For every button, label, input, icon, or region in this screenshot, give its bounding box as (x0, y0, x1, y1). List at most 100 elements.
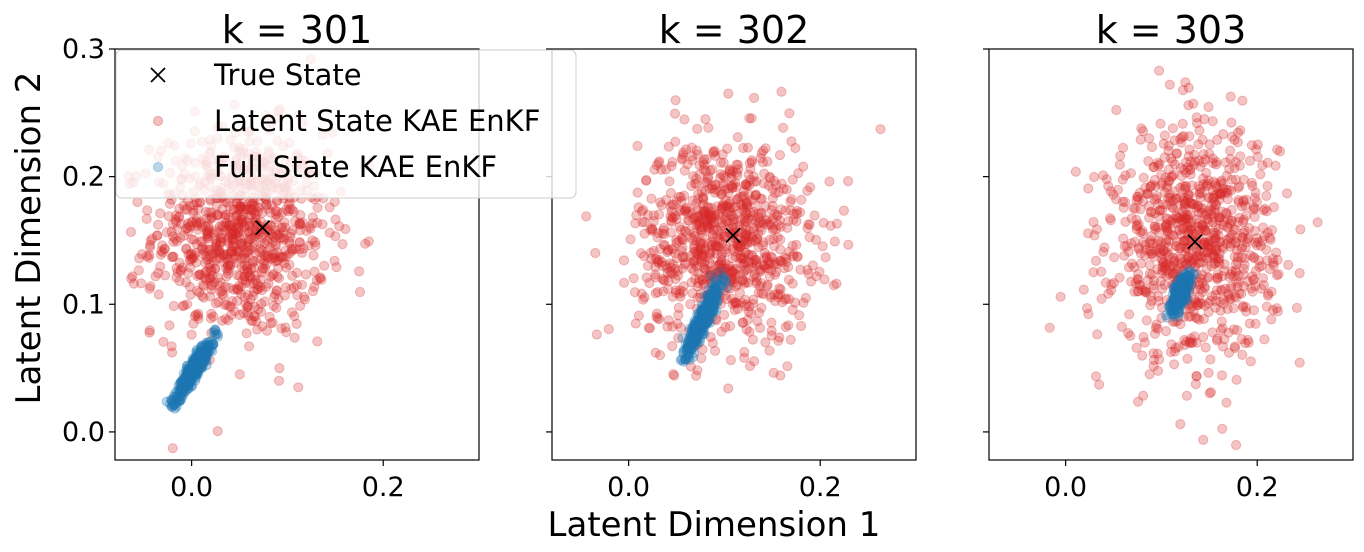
latent-state-point (668, 268, 679, 279)
latent-state-point (144, 283, 155, 294)
latent-state-point (809, 210, 820, 221)
latent-state-point (691, 198, 702, 209)
full-state-point (188, 362, 199, 373)
latent-state-point (729, 273, 740, 285)
latent-state-point (249, 200, 260, 212)
latent-state-point (791, 239, 802, 250)
full-state-point (195, 362, 206, 373)
full-state-point (187, 375, 198, 386)
latent-state-point (677, 252, 688, 263)
full-state-point (173, 385, 184, 396)
latent-state-point (249, 229, 260, 240)
latent-state-point (702, 221, 713, 232)
latent-state-point (245, 210, 256, 221)
latent-state-point (694, 221, 705, 232)
full-state-point (203, 337, 214, 348)
latent-state-point (725, 274, 736, 286)
latent-state-point (1180, 203, 1191, 214)
full-state-point (178, 379, 189, 390)
latent-state-point (648, 245, 659, 257)
x-tick-label: 0.0 (170, 472, 213, 503)
latent-state-point (741, 199, 752, 210)
latent-state-point (697, 209, 708, 220)
latent-state-point (783, 216, 794, 227)
latent-state-point (198, 292, 209, 303)
latent-state-point (706, 285, 717, 296)
latent-state-point (792, 251, 803, 262)
full-state-point (169, 399, 180, 410)
latent-state-point (319, 260, 330, 271)
latent-state-point (200, 257, 211, 268)
latent-state-point (1108, 278, 1119, 289)
latent-state-point (247, 205, 258, 216)
full-state-point (181, 377, 192, 388)
latent-state-point (737, 191, 748, 202)
latent-state-point (693, 268, 704, 279)
latent-state-point (670, 136, 681, 147)
y-axis-label: Latent Dimension 2 (9, 72, 49, 405)
latent-state-point (690, 274, 701, 285)
latent-state-point (662, 245, 674, 256)
latent-state-point (198, 245, 210, 256)
latent-state-point (224, 263, 235, 274)
latent-state-point (276, 323, 287, 334)
latent-state-point (678, 147, 689, 158)
full-state-point (200, 339, 211, 350)
latent-state-point (191, 218, 202, 229)
latent-state-point (1246, 177, 1257, 188)
latent-state-point (1213, 212, 1224, 223)
latent-state-point (704, 249, 715, 260)
full-state-point (170, 398, 181, 409)
latent-state-point (253, 304, 264, 315)
latent-state-point (693, 193, 704, 205)
latent-state-point (242, 236, 254, 248)
latent-state-point (660, 260, 671, 271)
latent-state-point (174, 203, 185, 214)
latent-state-point (741, 178, 752, 189)
full-state-point (176, 387, 187, 399)
latent-state-point (774, 283, 785, 294)
latent-state-point (245, 271, 256, 282)
latent-state-point (171, 210, 182, 221)
full-state-point (206, 340, 217, 351)
latent-state-point (785, 334, 796, 345)
latent-state-point (737, 200, 748, 211)
full-state-point (181, 377, 192, 389)
latent-state-point (266, 253, 277, 264)
latent-state-point (658, 222, 670, 234)
latent-state-point (196, 290, 207, 301)
latent-state-point (245, 294, 256, 305)
latent-state-point (235, 201, 246, 212)
full-state-point (188, 371, 199, 382)
latent-state-point (728, 264, 740, 275)
latent-state-point (727, 243, 738, 254)
latent-state-point (144, 250, 155, 261)
latent-state-point (710, 150, 721, 161)
latent-state-point (1177, 118, 1188, 129)
full-state-point (177, 383, 188, 394)
latent-state-point (762, 263, 773, 274)
latent-state-point (694, 160, 705, 171)
latent-state-point (261, 259, 272, 270)
full-state-point (180, 374, 192, 386)
latent-state-point (241, 263, 253, 274)
full-state-point (177, 384, 188, 395)
latent-state-point (1152, 365, 1164, 376)
full-state-point (179, 373, 190, 384)
latent-state-point (1262, 290, 1274, 301)
latent-state-point (714, 233, 725, 244)
full-state-point (183, 372, 194, 383)
latent-state-point (694, 215, 705, 226)
latent-state-point (188, 318, 199, 329)
full-state-point (212, 329, 223, 340)
latent-state-point (216, 232, 227, 243)
latent-state-point (717, 211, 728, 222)
latent-state-point (764, 345, 775, 356)
latent-state-point (239, 221, 250, 232)
latent-state-point (750, 190, 761, 201)
latent-state-point (720, 211, 731, 222)
latent-state-point (766, 204, 777, 216)
latent-state-point (661, 262, 673, 274)
x-tick-label: 0.2 (799, 472, 842, 503)
latent-state-point (656, 164, 667, 175)
